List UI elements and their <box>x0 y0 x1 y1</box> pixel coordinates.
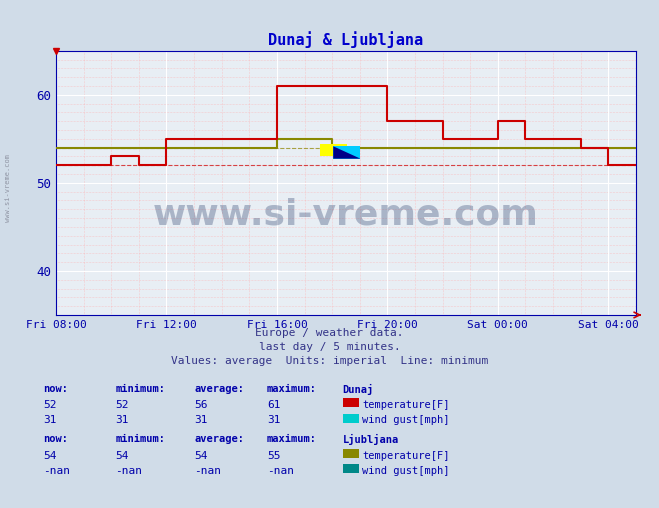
Bar <box>333 146 360 158</box>
Polygon shape <box>333 146 360 158</box>
Text: 52: 52 <box>43 400 56 410</box>
Text: maximum:: maximum: <box>267 384 317 394</box>
Text: www.si-vreme.com: www.si-vreme.com <box>5 154 11 222</box>
Text: -nan: -nan <box>194 466 221 476</box>
Text: -nan: -nan <box>43 466 70 476</box>
Text: 61: 61 <box>267 400 280 410</box>
Text: wind gust[mph]: wind gust[mph] <box>362 466 450 476</box>
Text: 54: 54 <box>115 451 129 461</box>
Text: 52: 52 <box>115 400 129 410</box>
Text: minimum:: minimum: <box>115 384 165 394</box>
Text: Ljubljana: Ljubljana <box>343 434 399 446</box>
Text: maximum:: maximum: <box>267 434 317 444</box>
Text: 31: 31 <box>267 415 280 425</box>
Text: 56: 56 <box>194 400 208 410</box>
Text: minimum:: minimum: <box>115 434 165 444</box>
Text: -nan: -nan <box>115 466 142 476</box>
Title: Dunaj & Ljubljana: Dunaj & Ljubljana <box>268 31 424 48</box>
Text: now:: now: <box>43 384 68 394</box>
Text: -nan: -nan <box>267 466 294 476</box>
Text: www.si-vreme.com: www.si-vreme.com <box>153 198 539 232</box>
Text: Europe / weather data.: Europe / weather data. <box>255 328 404 338</box>
Text: average:: average: <box>194 384 244 394</box>
Text: 55: 55 <box>267 451 280 461</box>
Text: temperature[F]: temperature[F] <box>362 451 450 461</box>
Text: 31: 31 <box>194 415 208 425</box>
Text: Dunaj: Dunaj <box>343 384 374 395</box>
Text: Values: average  Units: imperial  Line: minimum: Values: average Units: imperial Line: mi… <box>171 356 488 366</box>
Bar <box>320 144 347 156</box>
Text: 31: 31 <box>43 415 56 425</box>
Text: temperature[F]: temperature[F] <box>362 400 450 410</box>
Text: 31: 31 <box>115 415 129 425</box>
Text: 54: 54 <box>194 451 208 461</box>
Text: 54: 54 <box>43 451 56 461</box>
Text: average:: average: <box>194 434 244 444</box>
Text: wind gust[mph]: wind gust[mph] <box>362 415 450 425</box>
Text: now:: now: <box>43 434 68 444</box>
Text: last day / 5 minutes.: last day / 5 minutes. <box>258 342 401 352</box>
